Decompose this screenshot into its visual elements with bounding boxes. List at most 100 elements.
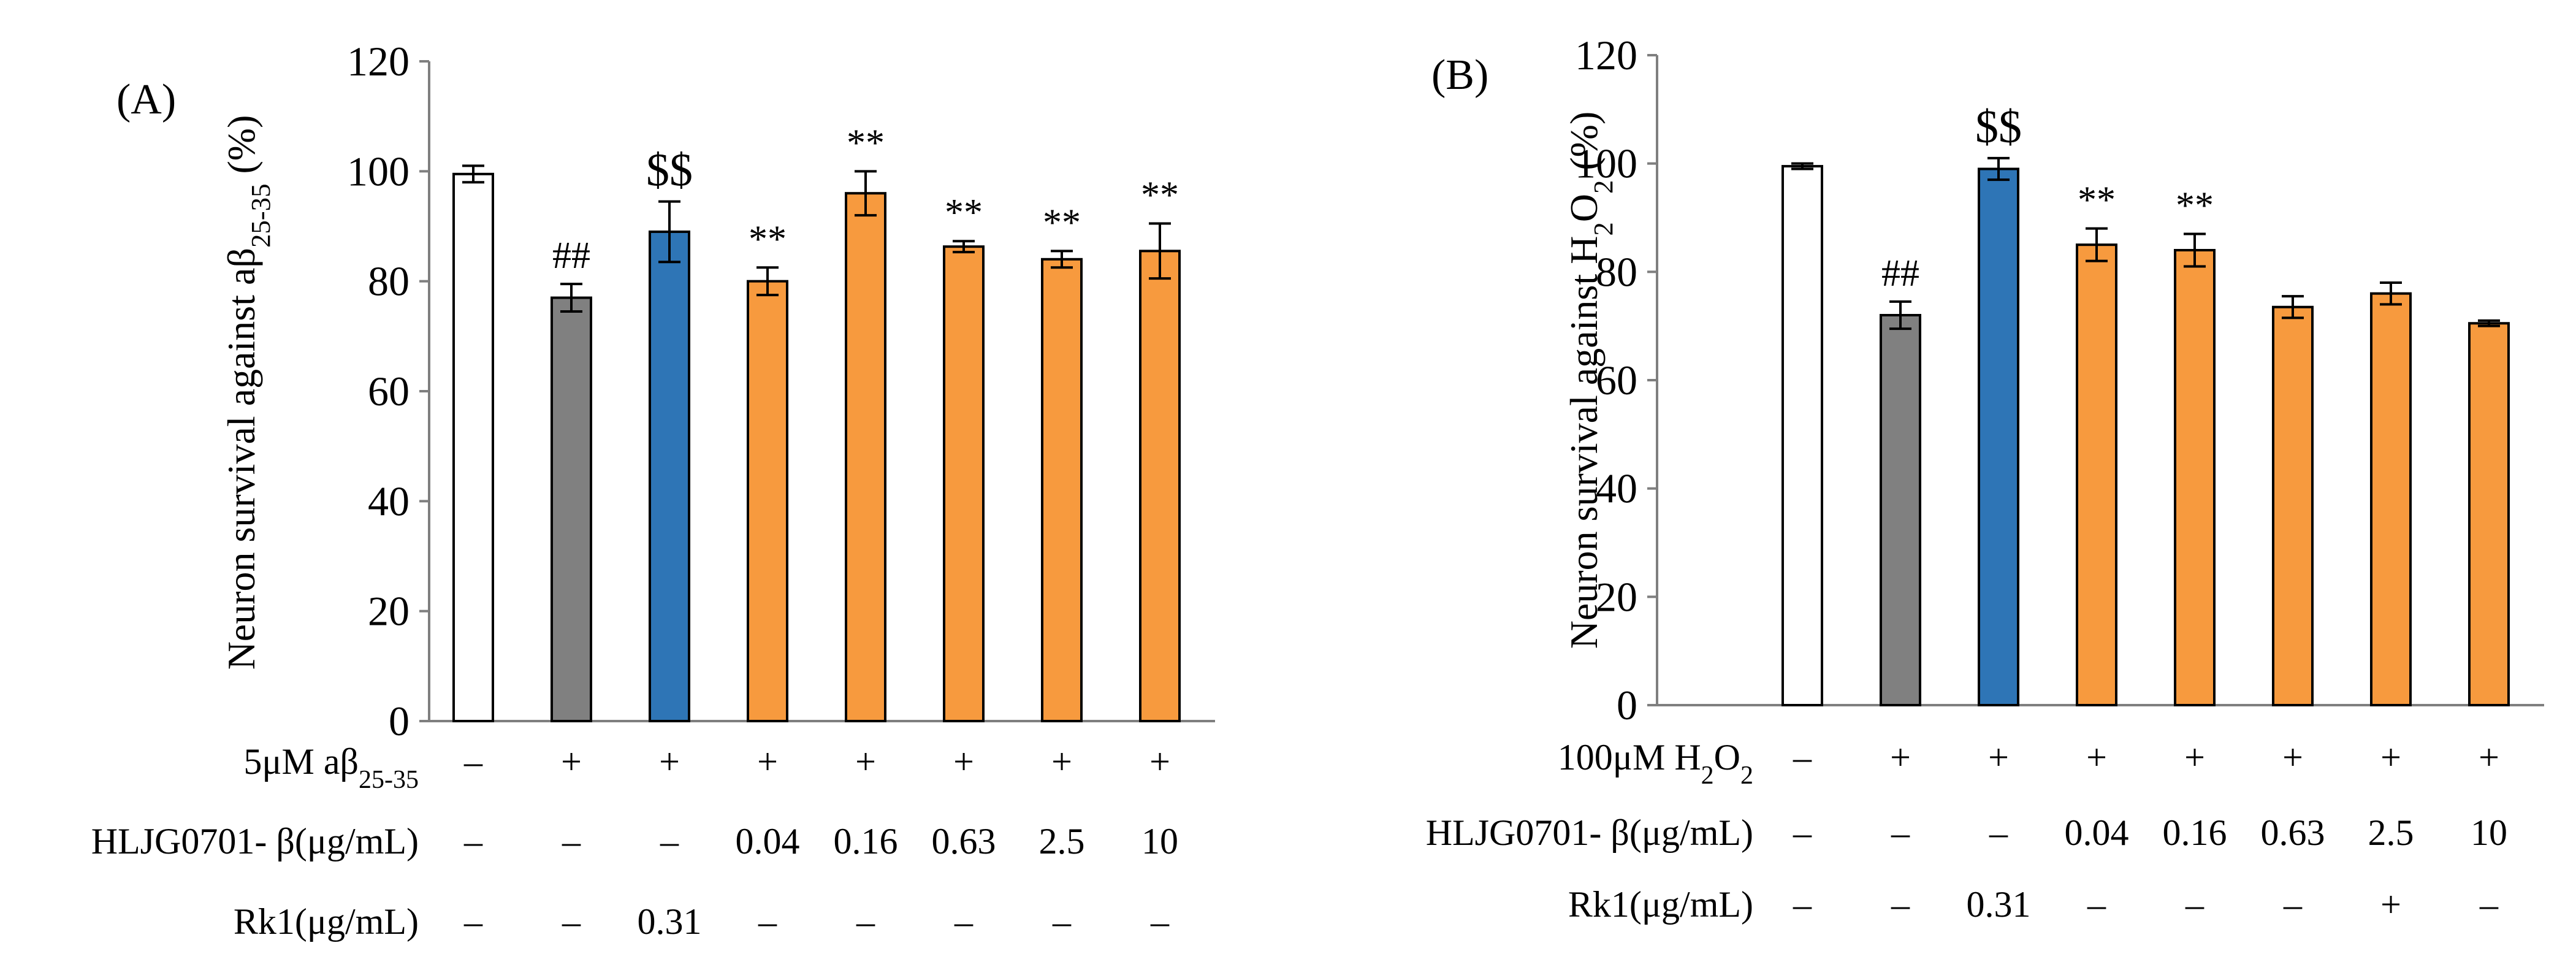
condition-row-label: HLJG0701- β(μg/mL) [91, 821, 419, 861]
condition-value: – [562, 901, 581, 942]
condition-value: + [855, 741, 876, 782]
error-bar [2184, 232, 2206, 268]
bar [551, 296, 592, 723]
bar [452, 172, 494, 723]
condition-value: + [1890, 737, 1911, 777]
y-axis-title: Neuron survival against H2O2 (%) [1562, 112, 1618, 649]
bar [1041, 258, 1083, 722]
condition-row-label: Rk1(μg/mL) [1568, 884, 1753, 925]
bar [2370, 292, 2412, 706]
condition-value: – [1793, 884, 1812, 925]
condition-value: – [1052, 901, 1072, 942]
y-tick-label: 0 [389, 698, 410, 744]
condition-value: – [1891, 812, 1910, 853]
error-bar [560, 283, 582, 313]
condition-value: – [856, 901, 875, 942]
significance-label: ## [552, 235, 590, 277]
error-bar [953, 240, 975, 254]
significance-label: ## [1881, 253, 1919, 294]
error-bar [1791, 162, 1813, 170]
error-bar [1987, 156, 2010, 181]
condition-value: 0.16 [2163, 812, 2227, 853]
condition-value: 10 [2471, 812, 2507, 853]
panel-a: (A) 0 20 40 60 80 100 120 Neuron survival agains… [91, 38, 1215, 942]
condition-value: + [1051, 741, 1072, 782]
error-bar [2086, 227, 2108, 262]
bar [2272, 305, 2314, 706]
y-tick-label: 100 [347, 148, 410, 194]
condition-value: + [2380, 737, 2401, 777]
condition-value: 10 [1141, 821, 1178, 861]
error-bar [2478, 319, 2500, 327]
bar [1781, 165, 1823, 707]
y-tick-label: 100 [1575, 140, 1637, 187]
condition-value: – [660, 821, 679, 861]
condition-value: + [2282, 737, 2303, 777]
y-tick-label: 60 [1596, 357, 1637, 403]
condition-value: 0.31 [638, 901, 702, 942]
panel-label: (B) [1431, 52, 1488, 99]
significance-label: $$ [646, 145, 693, 196]
condition-row-label: 100μM H2O2 [1558, 737, 1753, 790]
error-bar [1889, 300, 1911, 330]
bar [2076, 243, 2117, 706]
significance-label: ** [945, 192, 983, 234]
bar [943, 245, 985, 722]
condition-value: + [953, 741, 974, 782]
error-bar [2380, 281, 2402, 306]
significance-label: ** [2078, 180, 2116, 221]
bar [2468, 322, 2510, 706]
y-axis-title: Neuron survival against aβ25-35 (%) [219, 115, 276, 670]
panel-b: (B) 0 20 40 60 80 100 120 Neuron survival agains… [1426, 32, 2544, 925]
y-tick-label: 80 [368, 258, 410, 305]
condition-value: + [2184, 737, 2205, 777]
condition-value: – [758, 901, 777, 942]
condition-value: 2.5 [2368, 812, 2414, 853]
condition-value: 2.5 [1039, 821, 1085, 861]
condition-value: – [1891, 884, 1910, 925]
condition-value: + [1988, 737, 2009, 777]
condition-value: + [2479, 737, 2499, 777]
condition-value: + [659, 741, 680, 782]
condition-value: – [2185, 884, 2204, 925]
condition-value: – [1989, 812, 2008, 853]
condition-value: 0.16 [834, 821, 898, 861]
condition-value: – [463, 901, 483, 942]
y-tick-label: 120 [347, 38, 410, 85]
panel-label: (A) [116, 76, 176, 123]
significance-label: ** [1043, 202, 1081, 243]
significance-label: ** [749, 218, 787, 260]
condition-value: + [2086, 737, 2107, 777]
bar [845, 192, 886, 722]
condition-value: – [2479, 884, 2499, 925]
condition-value: 0.31 [1967, 884, 2031, 925]
error-bar [2282, 295, 2304, 319]
condition-value: + [1149, 741, 1170, 782]
y-tick-label: 40 [1596, 465, 1637, 512]
condition-row-label: HLJG0701- β(μg/mL) [1426, 812, 1753, 853]
condition-value: 0.63 [2261, 812, 2325, 853]
condition-row-label: 5μM aβ25-35 [243, 741, 419, 794]
condition-row-label: Rk1(μg/mL) [234, 901, 419, 942]
y-tick-label: 120 [1575, 32, 1637, 78]
significance-label: ** [1141, 175, 1179, 216]
condition-value: + [2380, 884, 2401, 925]
y-tick-label: 20 [1596, 573, 1637, 620]
condition-value: + [561, 741, 582, 782]
condition-value: – [463, 821, 483, 861]
condition-value: + [757, 741, 778, 782]
bar [2174, 249, 2216, 706]
error-bar [658, 200, 680, 264]
y-tick-label: 0 [1617, 682, 1637, 728]
condition-value: 0.63 [932, 821, 996, 861]
bar [747, 280, 788, 722]
bar [1978, 167, 2019, 706]
y-tick-label: 40 [368, 478, 410, 524]
condition-value: – [463, 741, 483, 782]
bar [649, 230, 690, 722]
condition-value: – [954, 901, 974, 942]
y-tick-label: 80 [1596, 248, 1637, 295]
significance-label: ** [2176, 185, 2214, 227]
condition-value: 0.04 [2065, 812, 2129, 853]
